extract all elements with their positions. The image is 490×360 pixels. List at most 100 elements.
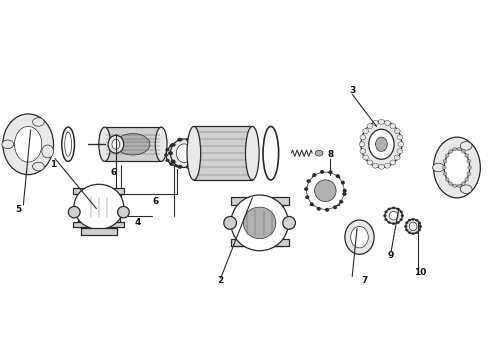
Text: 10: 10	[414, 268, 427, 277]
Ellipse shape	[244, 207, 276, 239]
Ellipse shape	[457, 184, 461, 188]
Ellipse shape	[112, 139, 120, 149]
Ellipse shape	[461, 150, 465, 153]
Ellipse shape	[443, 172, 447, 176]
Text: 8: 8	[327, 150, 333, 159]
Ellipse shape	[15, 126, 42, 162]
Ellipse shape	[383, 215, 386, 217]
Bar	[80, 228, 117, 235]
Ellipse shape	[445, 154, 449, 157]
Ellipse shape	[401, 215, 404, 217]
Ellipse shape	[390, 160, 396, 165]
Text: 3: 3	[349, 86, 355, 95]
Ellipse shape	[283, 216, 295, 229]
Ellipse shape	[317, 207, 321, 211]
Ellipse shape	[177, 138, 182, 141]
Ellipse shape	[175, 164, 179, 167]
Ellipse shape	[310, 202, 314, 206]
Ellipse shape	[412, 233, 415, 235]
Ellipse shape	[42, 145, 53, 158]
Ellipse shape	[3, 114, 53, 175]
Bar	[312, 176, 339, 205]
Ellipse shape	[345, 220, 374, 254]
Ellipse shape	[363, 129, 368, 134]
Ellipse shape	[164, 154, 168, 157]
Ellipse shape	[394, 155, 400, 160]
Ellipse shape	[166, 144, 188, 166]
Ellipse shape	[449, 182, 453, 185]
Ellipse shape	[263, 126, 279, 180]
Ellipse shape	[184, 159, 188, 162]
Ellipse shape	[444, 149, 469, 186]
Ellipse shape	[2, 140, 14, 149]
Ellipse shape	[385, 211, 388, 213]
Ellipse shape	[32, 118, 44, 126]
Ellipse shape	[171, 149, 183, 161]
Ellipse shape	[341, 181, 345, 184]
Ellipse shape	[313, 173, 316, 177]
Ellipse shape	[390, 123, 396, 129]
Ellipse shape	[339, 200, 343, 203]
Ellipse shape	[400, 219, 403, 221]
Ellipse shape	[333, 206, 337, 209]
Ellipse shape	[186, 154, 190, 157]
Ellipse shape	[443, 159, 447, 163]
Ellipse shape	[467, 159, 471, 163]
Ellipse shape	[375, 137, 387, 152]
Ellipse shape	[453, 147, 457, 151]
Ellipse shape	[396, 221, 399, 224]
Ellipse shape	[193, 143, 197, 147]
Ellipse shape	[108, 135, 123, 153]
Ellipse shape	[465, 154, 468, 157]
Text: 6: 6	[110, 168, 117, 177]
Ellipse shape	[369, 129, 394, 159]
Ellipse shape	[406, 219, 420, 234]
Ellipse shape	[398, 142, 404, 147]
Ellipse shape	[180, 144, 184, 147]
Ellipse shape	[396, 208, 399, 210]
Ellipse shape	[231, 195, 288, 251]
Ellipse shape	[442, 166, 446, 169]
Bar	[73, 188, 124, 194]
Ellipse shape	[467, 172, 471, 176]
Ellipse shape	[170, 163, 173, 166]
Ellipse shape	[378, 164, 384, 169]
Ellipse shape	[394, 129, 400, 134]
Bar	[105, 127, 161, 161]
Ellipse shape	[328, 170, 332, 174]
Ellipse shape	[315, 180, 336, 202]
Ellipse shape	[359, 142, 365, 147]
Text: 1: 1	[50, 161, 56, 170]
Ellipse shape	[412, 218, 415, 220]
Ellipse shape	[400, 211, 403, 213]
Ellipse shape	[416, 219, 418, 221]
Ellipse shape	[307, 172, 344, 209]
Ellipse shape	[385, 163, 391, 168]
Bar	[231, 197, 289, 205]
Ellipse shape	[418, 229, 421, 231]
Ellipse shape	[372, 120, 378, 125]
Ellipse shape	[180, 163, 184, 166]
Ellipse shape	[457, 147, 461, 151]
Ellipse shape	[453, 184, 457, 188]
Text: 6: 6	[153, 197, 159, 206]
Text: 5: 5	[15, 205, 22, 214]
Ellipse shape	[245, 126, 259, 180]
Ellipse shape	[392, 222, 395, 225]
Ellipse shape	[155, 127, 167, 161]
Ellipse shape	[166, 148, 170, 151]
Ellipse shape	[418, 222, 421, 224]
Ellipse shape	[99, 127, 111, 161]
Ellipse shape	[378, 119, 384, 124]
Bar	[237, 200, 283, 246]
Text: 7: 7	[361, 275, 368, 284]
Text: 2: 2	[218, 275, 224, 284]
Ellipse shape	[416, 231, 418, 234]
Ellipse shape	[196, 152, 200, 155]
Ellipse shape	[433, 163, 444, 172]
Ellipse shape	[363, 155, 368, 160]
Ellipse shape	[385, 219, 388, 221]
Bar	[231, 239, 289, 246]
Ellipse shape	[325, 208, 329, 212]
Ellipse shape	[186, 138, 191, 141]
